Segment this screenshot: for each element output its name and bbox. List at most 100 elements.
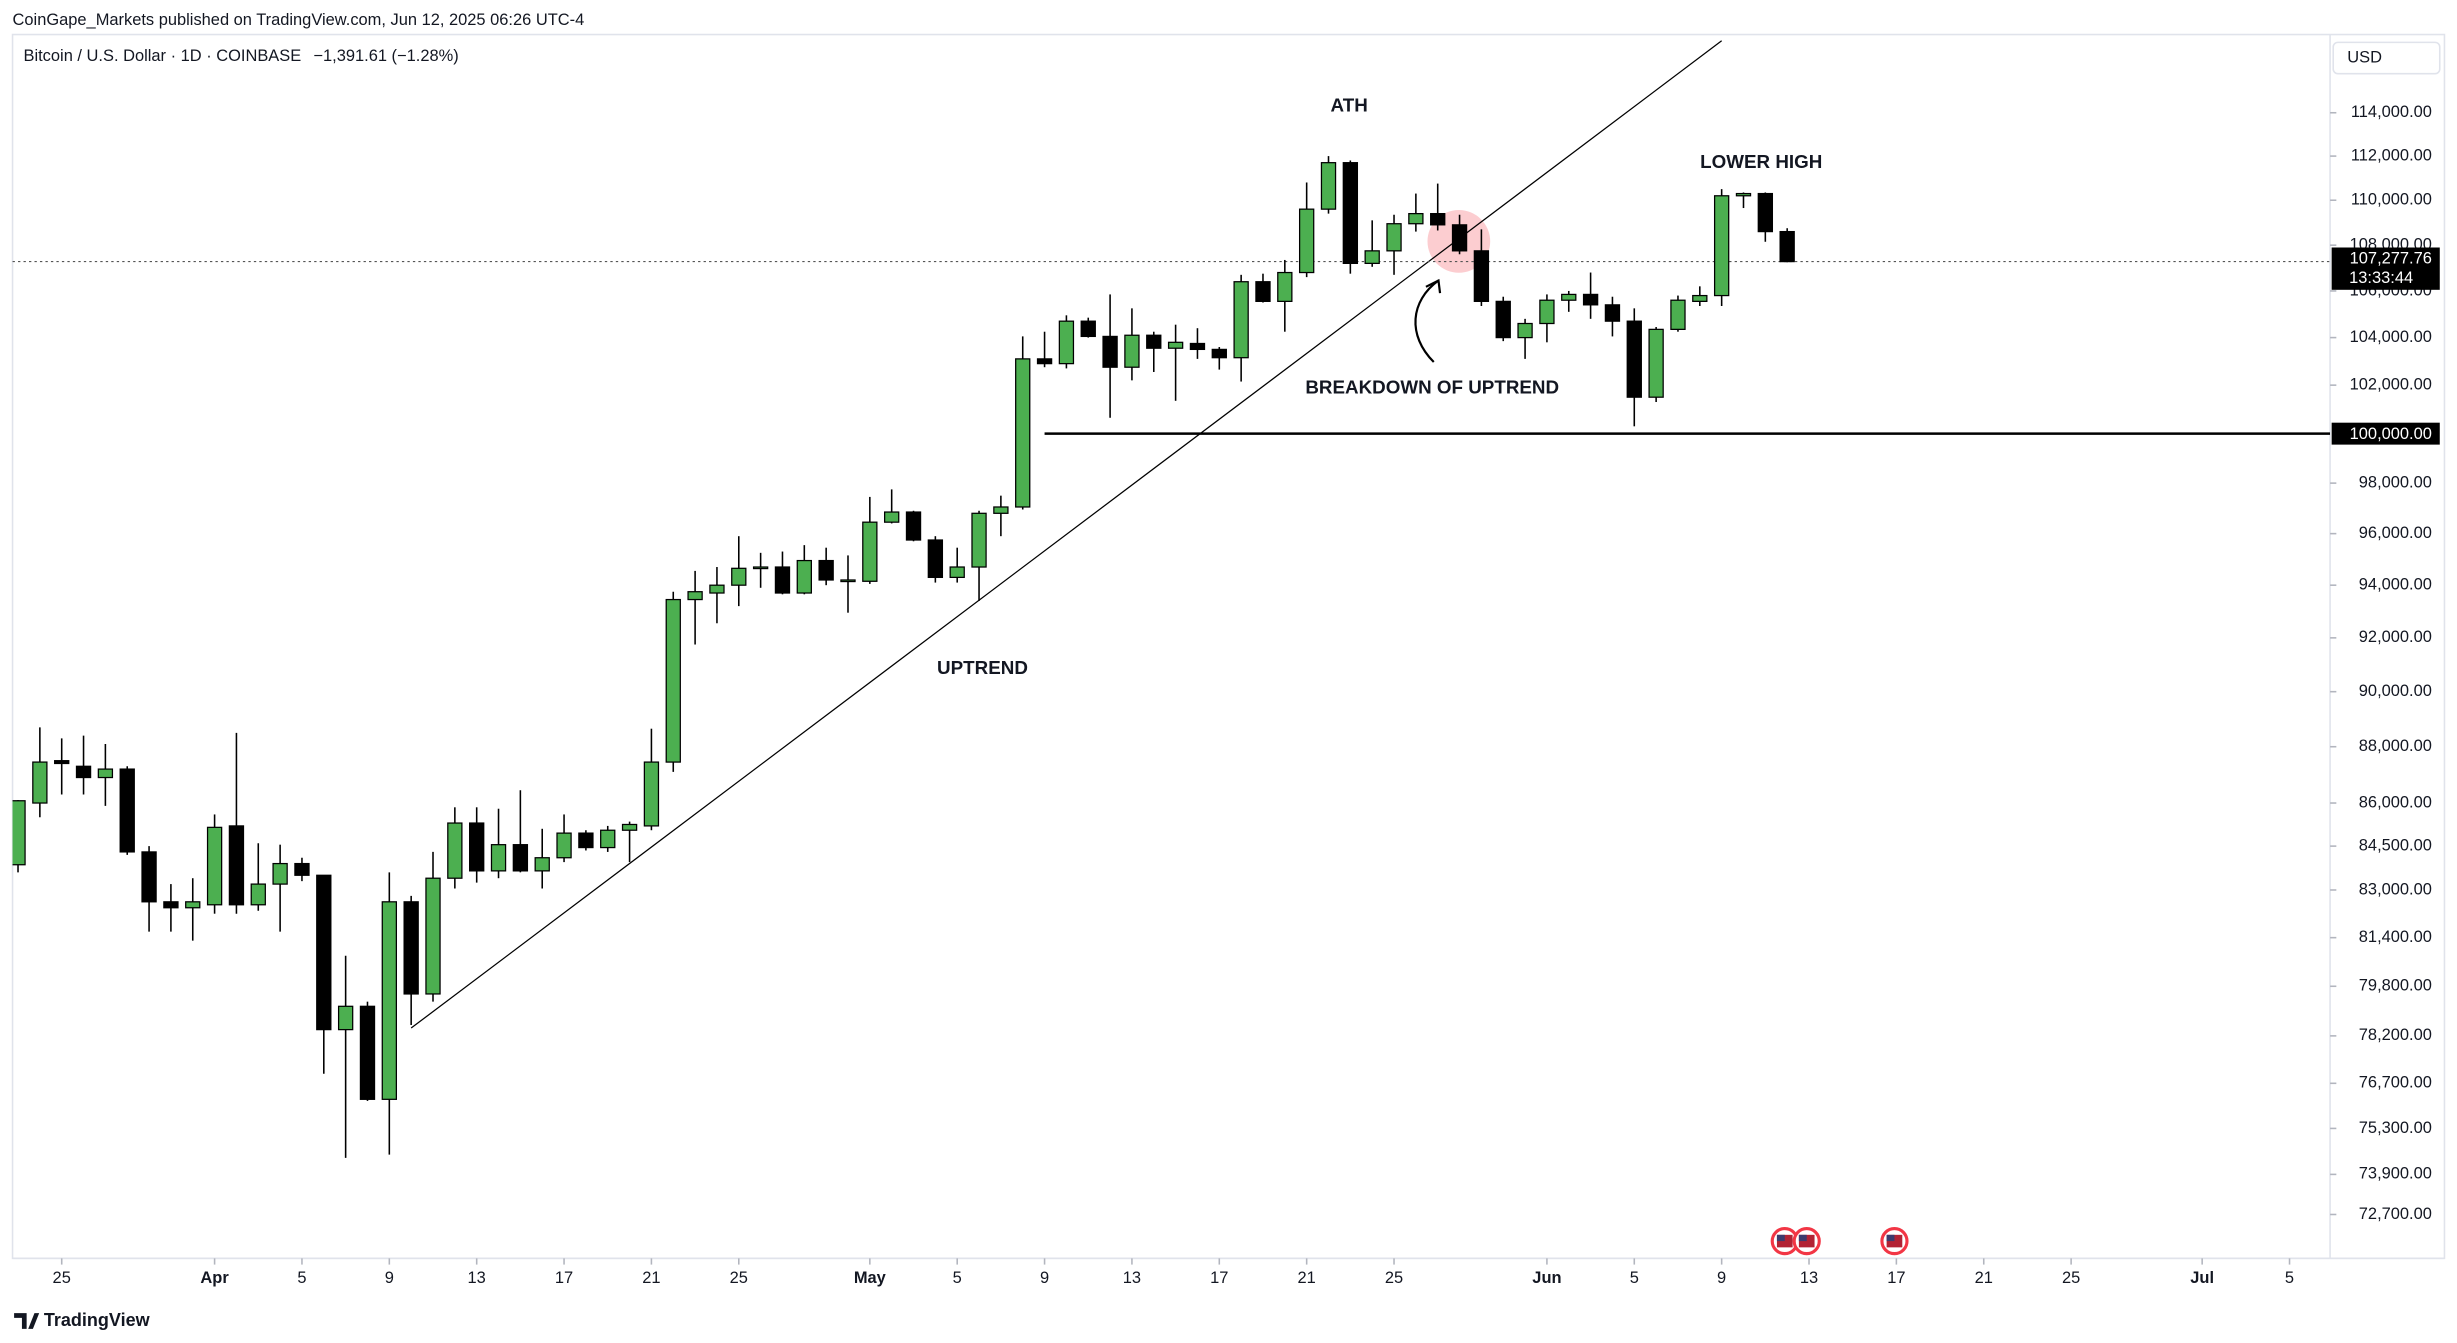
annotation: BREAKDOWN OF UPTREND bbox=[1305, 377, 1559, 398]
candle-body bbox=[971, 512, 987, 568]
x-tick-label: 25 bbox=[2062, 1269, 2080, 1287]
y-tick-label: 79,800.00 bbox=[2359, 977, 2432, 995]
y-tick-label: 96,000.00 bbox=[2359, 524, 2432, 542]
x-tick-label: 21 bbox=[1975, 1269, 1993, 1287]
x-tick-label: 13 bbox=[1800, 1269, 1818, 1287]
candle-body bbox=[1757, 192, 1774, 233]
candle-body bbox=[621, 823, 638, 831]
x-tick-label: 5 bbox=[953, 1269, 962, 1287]
candle-body bbox=[12, 800, 26, 866]
candle-body bbox=[709, 584, 725, 594]
candle-body bbox=[1626, 320, 1642, 398]
candle-body bbox=[425, 877, 441, 995]
candle-body bbox=[403, 901, 419, 995]
y-tick-label: 112,000.00 bbox=[2351, 146, 2432, 164]
footer-logo: TradingView bbox=[14, 1310, 151, 1330]
candle-body bbox=[1517, 322, 1533, 339]
candle-body bbox=[75, 765, 92, 779]
candle-body bbox=[578, 832, 594, 849]
candle-body bbox=[163, 901, 179, 909]
candle-body bbox=[1189, 342, 1206, 351]
x-tick-label: May bbox=[854, 1269, 887, 1287]
y-tick-label: 84,500.00 bbox=[2359, 836, 2432, 854]
candle-body bbox=[32, 761, 48, 804]
annotation-arrowhead bbox=[1425, 278, 1442, 294]
candle-body bbox=[1058, 320, 1075, 365]
y-tick-label: 86,000.00 bbox=[2359, 793, 2432, 811]
candle-body bbox=[228, 825, 245, 906]
candle-body bbox=[1320, 162, 1337, 210]
candle-body bbox=[337, 1005, 354, 1031]
price-change: −1,391.61 (−1.28%) bbox=[313, 47, 458, 65]
countdown-label: 13:33:44 bbox=[2349, 269, 2413, 287]
candle-body bbox=[54, 760, 70, 765]
candle-body bbox=[1080, 320, 1096, 338]
candle-body bbox=[206, 826, 223, 906]
footer-text: TradingView bbox=[44, 1310, 151, 1330]
annotation: LOWER HIGH bbox=[1700, 151, 1822, 172]
candle-body bbox=[119, 768, 135, 853]
candle-body bbox=[1342, 162, 1359, 265]
candle-body bbox=[731, 567, 747, 586]
x-tick-label: 9 bbox=[385, 1269, 394, 1287]
candle-body bbox=[818, 559, 834, 581]
candle-body bbox=[600, 829, 616, 849]
x-tick-label: 5 bbox=[2285, 1269, 2294, 1287]
candle-body bbox=[185, 901, 201, 909]
x-tick-label: Apr bbox=[200, 1269, 229, 1287]
x-tick-label: 21 bbox=[1298, 1269, 1316, 1287]
event-icon[interactable] bbox=[1770, 1226, 1799, 1256]
y-tick-label: 81,400.00 bbox=[2359, 928, 2432, 946]
event-icon[interactable] bbox=[1792, 1226, 1821, 1256]
y-tick-label: 98,000.00 bbox=[2359, 473, 2432, 491]
x-tick-label: 9 bbox=[1040, 1269, 1049, 1287]
candle-body bbox=[665, 598, 681, 763]
x-tick-label: Jul bbox=[2190, 1269, 2214, 1287]
candle-body bbox=[556, 832, 572, 859]
candle-body bbox=[1495, 300, 1511, 339]
candle-body bbox=[1582, 293, 1599, 306]
y-tick-label: 76,700.00 bbox=[2359, 1074, 2432, 1092]
event-icons[interactable] bbox=[1770, 1226, 1909, 1256]
x-tick-label: 21 bbox=[642, 1269, 660, 1287]
annotation: ATH bbox=[1331, 95, 1368, 116]
candle-body bbox=[447, 822, 463, 879]
candle-body bbox=[1430, 212, 1446, 226]
candle-body bbox=[381, 901, 398, 1100]
y-tick-label: 110,000.00 bbox=[2351, 191, 2432, 209]
y-tick-label: 78,200.00 bbox=[2359, 1026, 2432, 1044]
event-icon[interactable] bbox=[1880, 1226, 1909, 1256]
level-label: 100,000.00 bbox=[2350, 425, 2432, 443]
last-price-label: 107,277.76 bbox=[2350, 250, 2432, 268]
candle-body bbox=[927, 539, 944, 579]
annotation: UPTREND bbox=[937, 657, 1028, 678]
candle-body bbox=[1648, 328, 1664, 398]
candle-body bbox=[1146, 334, 1162, 349]
y-tick-label: 114,000.00 bbox=[2351, 103, 2432, 121]
candle-body bbox=[294, 862, 310, 876]
candle-body bbox=[316, 874, 332, 1031]
candle-body bbox=[534, 857, 550, 872]
candle-body bbox=[1298, 208, 1315, 274]
currency-box[interactable] bbox=[2332, 41, 2441, 75]
candle-body bbox=[862, 521, 878, 582]
candle-body bbox=[1539, 299, 1555, 325]
x-tick-label: 9 bbox=[1717, 1269, 1726, 1287]
y-tick-label: 72,700.00 bbox=[2359, 1205, 2432, 1223]
candle-body bbox=[993, 506, 1009, 514]
candle-body bbox=[1735, 192, 1752, 197]
y-tick-label: 104,000.00 bbox=[2350, 328, 2432, 346]
x-tick-label: 25 bbox=[1385, 1269, 1403, 1287]
annotation-arrow bbox=[1414, 279, 1440, 363]
candle-body bbox=[359, 1005, 376, 1100]
candle-body bbox=[1779, 230, 1795, 263]
x-tick-label: 25 bbox=[53, 1269, 71, 1287]
candle-body bbox=[1386, 223, 1402, 252]
x-tick-label: 13 bbox=[468, 1269, 486, 1287]
x-tick-label: 5 bbox=[1630, 1269, 1639, 1287]
candle-body bbox=[1713, 195, 1730, 297]
candle-body bbox=[1561, 293, 1577, 301]
logo-mark bbox=[14, 1313, 40, 1329]
